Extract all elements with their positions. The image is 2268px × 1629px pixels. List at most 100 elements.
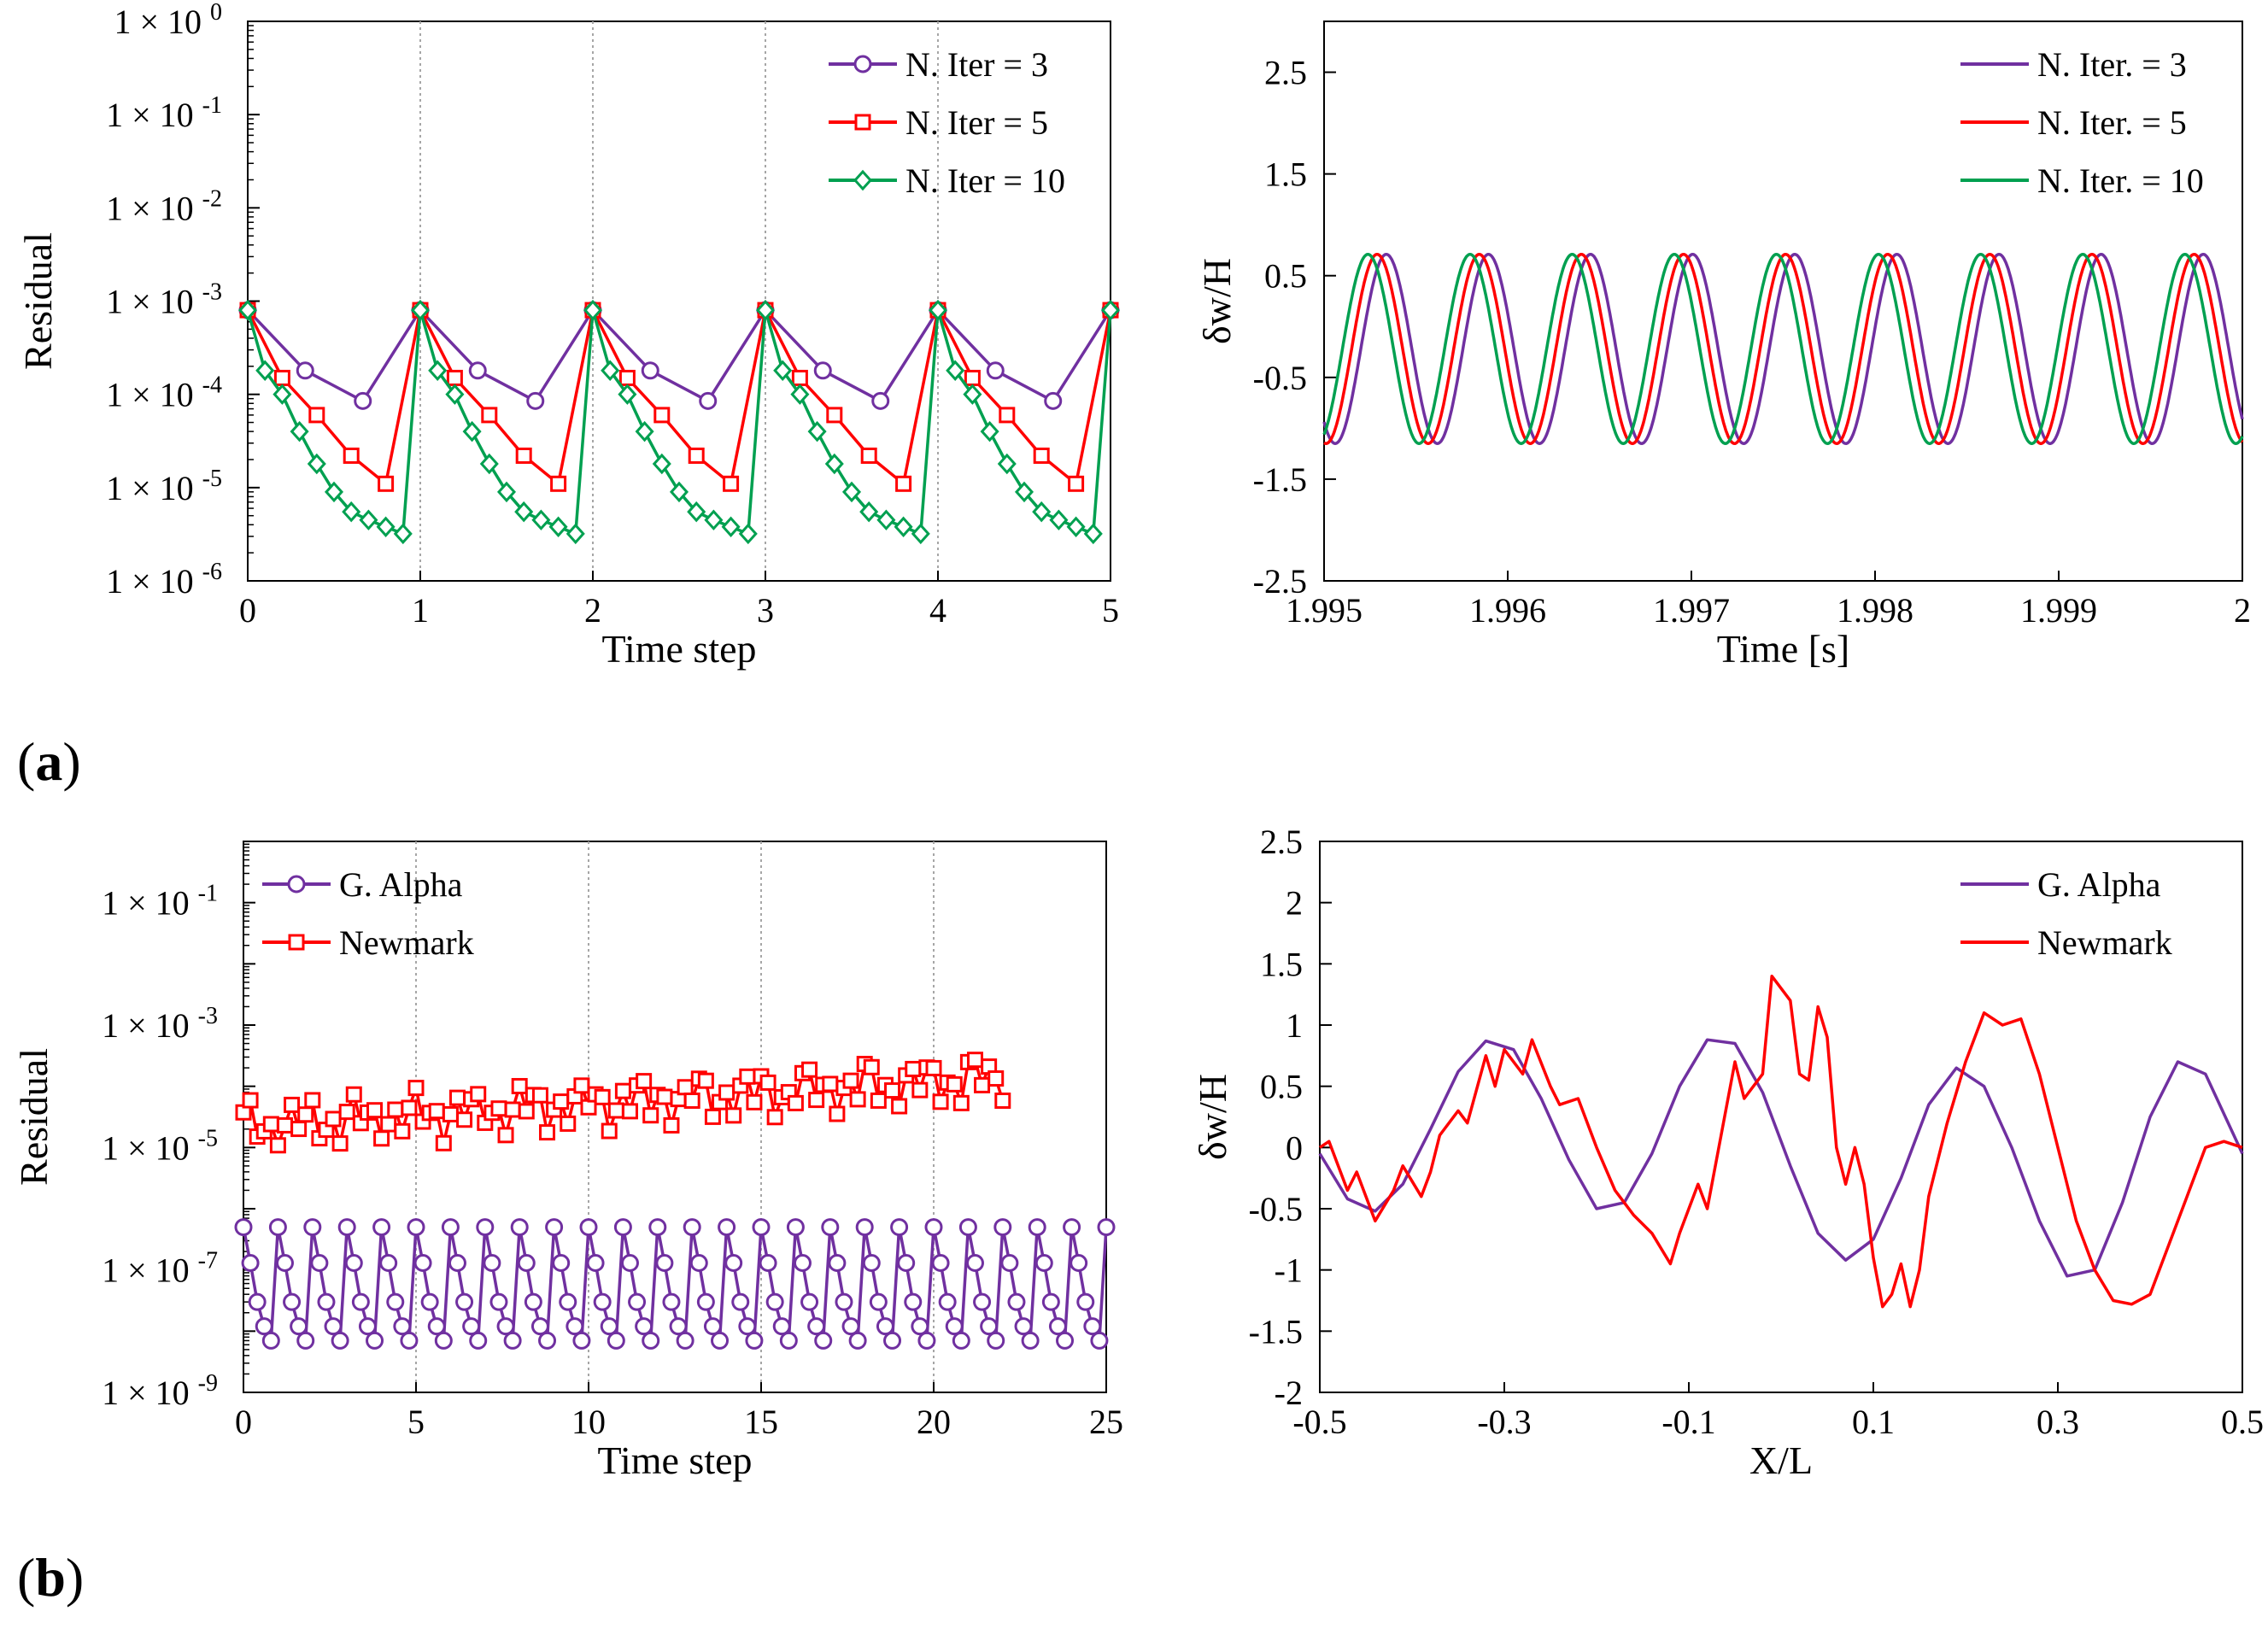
- series-g-alpha-line: [1318, 1038, 2244, 1278]
- x-tick-label: 5: [1102, 591, 1119, 630]
- series-newmark-point: [504, 1101, 521, 1118]
- y-tick-label: 2.5: [1260, 823, 1303, 861]
- x-tick-label: 5: [407, 1403, 425, 1441]
- series-n-iter-3-point: [641, 361, 659, 380]
- series-n-iter-3-point: [1044, 391, 1063, 410]
- y-tick-label: 2: [1286, 884, 1303, 923]
- series-n-iter-5-point: [273, 369, 290, 386]
- series-g-alpha-point: [648, 1218, 667, 1237]
- series-newmark-point: [925, 1059, 942, 1076]
- series-g-alpha-point: [676, 1331, 694, 1350]
- series-g-alpha-point: [268, 1218, 287, 1237]
- series-newmark-point: [911, 1081, 929, 1099]
- series-newmark-point: [580, 1099, 597, 1116]
- x-tick-label: 10: [571, 1403, 606, 1441]
- y-tick-label: 1 × 10 -1: [106, 92, 222, 134]
- series-n-iter-5-point: [688, 447, 705, 464]
- series-newmark-point: [607, 1102, 624, 1119]
- series-n-iter-10-point: [911, 523, 930, 545]
- series-newmark-point: [331, 1135, 349, 1152]
- x-tick-label: 0.3: [2037, 1403, 2079, 1441]
- series-newmark-point: [518, 1103, 535, 1120]
- series-n-iter-5-point: [653, 407, 671, 424]
- series-newmark-point: [766, 1109, 783, 1126]
- legend-label: G. Alpha: [339, 865, 463, 904]
- y-tick-label: -0.5: [1253, 359, 1307, 397]
- series-newmark-point: [966, 1052, 983, 1069]
- series-newmark-point: [407, 1080, 425, 1097]
- series-newmark-point: [373, 1130, 390, 1147]
- series-g-alpha-point: [290, 1317, 308, 1336]
- series-newmark-point: [345, 1086, 362, 1103]
- y-tick-label: -0.5: [1249, 1190, 1303, 1228]
- series-g-alpha-point: [711, 1331, 730, 1350]
- series-n-iter-10-point: [652, 453, 671, 475]
- series-g-alpha-point: [800, 1292, 819, 1311]
- series-g-alpha-point: [393, 1317, 412, 1336]
- series-newmark-point: [952, 1094, 970, 1111]
- series-g-alpha-point: [455, 1292, 474, 1311]
- series-g-alpha-point: [248, 1292, 267, 1311]
- chart-b-left: 0 5 10 15 20 25 1 × 10 -9 1 × 10 -7 1 × 10 -5 1 ×…: [12, 841, 1123, 1482]
- series-g-alpha-point: [814, 1331, 833, 1350]
- series-g-alpha-point: [317, 1292, 336, 1311]
- series-n-iter-5-line: [246, 308, 1112, 486]
- series-newmark-point: [697, 1072, 714, 1089]
- series-n-iter-10-point: [963, 384, 982, 405]
- series-n-iter-10-point: [601, 360, 620, 382]
- series-n-iter-5-point: [860, 447, 877, 464]
- series-g-alpha-point: [1021, 1331, 1040, 1350]
- series-g-alpha-point: [876, 1317, 894, 1336]
- series-newmark-point: [242, 1092, 259, 1109]
- series-g-alpha-point: [718, 1218, 736, 1237]
- y-tick-label: 1 × 10 -4: [106, 372, 222, 414]
- series-g-alpha-point: [890, 1218, 909, 1237]
- series-g-alpha-point: [530, 1317, 549, 1336]
- series-g-alpha-point: [366, 1331, 384, 1350]
- x-tick-label: 1.998: [1837, 591, 1913, 630]
- y-tick-label: 1 × 10 -7: [102, 1248, 218, 1290]
- series-newmark-point: [435, 1134, 452, 1151]
- series-g-alpha-point: [593, 1292, 612, 1311]
- series-newmark: [1319, 974, 2243, 1309]
- series-g-alpha: [234, 1218, 1116, 1350]
- y-tick-label: 1 × 10 0: [114, 0, 222, 41]
- series-g-alpha-point: [786, 1218, 805, 1237]
- series-n-iter-5-point: [1033, 447, 1050, 464]
- series-g-alpha-point: [607, 1331, 625, 1350]
- series-g-alpha-point: [931, 1254, 950, 1273]
- y-tick-label: 1 × 10 -5: [102, 1125, 218, 1167]
- series-newmark-point: [428, 1103, 445, 1120]
- legend-marker: [853, 55, 872, 73]
- series-n-iter-5-point: [343, 447, 360, 464]
- y-tick-label: 1.5: [1264, 155, 1307, 194]
- series-g-alpha-point: [1083, 1317, 1102, 1336]
- x-tick-label: 1.996: [1469, 591, 1546, 630]
- series-g-alpha-point: [1000, 1254, 1019, 1273]
- series-g-alpha-point: [427, 1317, 446, 1336]
- y-axis-label: Residual: [12, 1048, 56, 1186]
- series-newmark-point: [394, 1122, 411, 1140]
- series-n-iter-5-point: [515, 447, 532, 464]
- series-g-alpha-point: [980, 1317, 999, 1336]
- series-g-alpha-point: [855, 1218, 874, 1237]
- legend-marker: [853, 169, 873, 191]
- x-tick-label: 2: [2234, 591, 2251, 630]
- series-n-iter-10-point: [410, 299, 431, 321]
- series-g-alpha-point: [924, 1218, 943, 1237]
- series-newmark-point: [539, 1124, 556, 1141]
- series-n-iter-3-point: [699, 391, 718, 410]
- series-g-alpha-point: [752, 1218, 771, 1237]
- series-g-alpha-point: [524, 1292, 542, 1311]
- series-newmark-point: [863, 1058, 880, 1075]
- series-g-alpha-point: [759, 1254, 777, 1273]
- series-newmark-point: [531, 1087, 548, 1104]
- series-n-iter-10-point: [583, 299, 603, 321]
- series-g-alpha-point: [883, 1331, 902, 1350]
- series-newmark-point: [974, 1076, 991, 1093]
- y-tick-label: 1 × 10 -2: [106, 185, 222, 227]
- series-newmark-point: [636, 1073, 653, 1090]
- series-g-alpha-point: [911, 1317, 929, 1336]
- series-newmark-point: [704, 1108, 721, 1125]
- series-g-alpha-point: [351, 1292, 370, 1311]
